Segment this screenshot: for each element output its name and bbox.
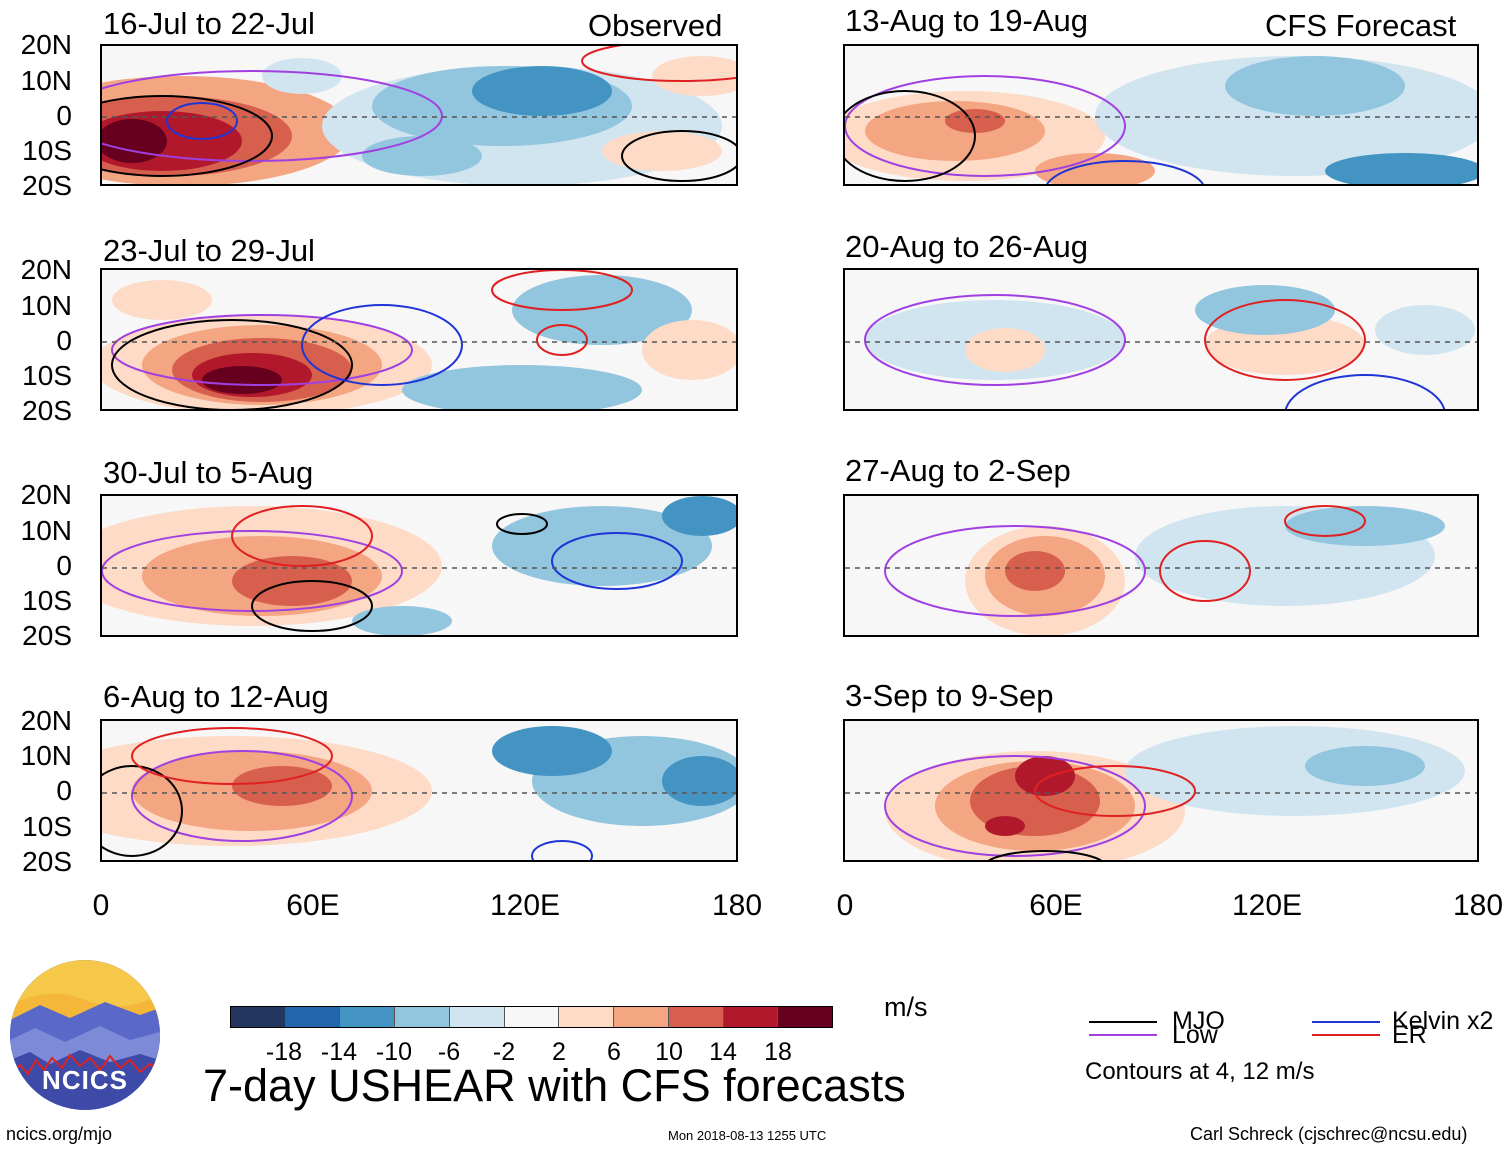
y-label: 10N (20, 515, 72, 546)
y-label: 10S (22, 360, 72, 391)
legend-label-kelvin: Kelvin x2 (1392, 1007, 1494, 1035)
colorbar-tick: 6 (607, 1038, 621, 1066)
x-label: 60E (1029, 889, 1083, 922)
colorbar-tick: -14 (320, 1038, 358, 1066)
contour-note: Contours at 4, 12 m/s (1085, 1058, 1315, 1085)
map-forecast-3 (843, 494, 1479, 637)
map-fill (845, 46, 1477, 184)
colorbar-tick: 14 (709, 1038, 737, 1066)
y-label: 20N (20, 254, 72, 285)
colorbar-swatch (340, 1007, 396, 1027)
legend-line-mjo (1089, 1021, 1157, 1023)
y-label: 0 (56, 100, 72, 131)
figure-title: 7-day USHEAR with CFS forecasts (203, 1060, 906, 1111)
y-label: 20S (22, 620, 72, 651)
legend-line-kelvin (1312, 1021, 1380, 1023)
legend-label-mjo: MJO (1172, 1007, 1225, 1035)
colorbar-swatch (559, 1007, 615, 1027)
colorbar-swatch (504, 1007, 560, 1027)
panel-title-right-1: 13-Aug to 19-Aug (845, 3, 1089, 38)
map-observed-2 (100, 268, 738, 411)
panel-title-left-2: 23-Jul to 29-Jul (103, 233, 315, 268)
map-forecast-4 (843, 719, 1479, 862)
cfs-forecast-label: CFS Forecast (1265, 8, 1457, 43)
map-fill (102, 270, 736, 409)
x-label: 120E (489, 889, 561, 922)
legend-label-low: Low (1172, 1021, 1218, 1049)
ncics-logo: NCICS (10, 960, 160, 1110)
y-label: 20S (22, 170, 72, 201)
footer-url[interactable]: ncics.org/mjo (6, 1124, 113, 1144)
legend-line-low (1089, 1034, 1157, 1036)
y-label: 0 (56, 550, 72, 581)
map-fill (845, 270, 1477, 409)
colorbar-swatch (285, 1007, 341, 1027)
y-label: 10S (22, 135, 72, 166)
y-label: 20N (20, 479, 72, 510)
colorbar-tick: -10 (375, 1038, 413, 1066)
panel-title-left-3: 30-Jul to 5-Aug (103, 455, 314, 490)
colorbar-swatch (395, 1007, 450, 1027)
colorbar-tick: -6 (437, 1038, 461, 1066)
panel-title-left-1: 16-Jul to 22-Jul (103, 6, 315, 41)
colorbar-units: m/s (884, 992, 928, 1022)
map-fill (102, 721, 736, 860)
colorbar-tick: 10 (655, 1038, 683, 1066)
x-label: 0 (92, 889, 110, 922)
map-fill (102, 496, 736, 635)
map-fill (845, 721, 1477, 860)
observed-label: Observed (588, 8, 723, 43)
x-label: 180 (1452, 889, 1504, 922)
footer-timestamp: Mon 2018-08-13 1255 UTC (668, 1128, 827, 1143)
x-label: 120E (1231, 889, 1303, 922)
y-label: 20S (22, 395, 72, 426)
colorbar-swatch (723, 1007, 779, 1027)
colorbar-tick: -18 (265, 1038, 303, 1066)
legend-line-er (1312, 1034, 1380, 1036)
panel-title-right-2: 20-Aug to 26-Aug (845, 229, 1089, 264)
colorbar-swatch (449, 1007, 505, 1027)
map-observed-3 (100, 494, 738, 637)
map-fill (845, 496, 1477, 635)
y-label: 0 (56, 775, 72, 806)
logo-text: NCICS (42, 1065, 128, 1095)
legend-label-er: ER (1392, 1021, 1427, 1049)
y-label: 20S (22, 846, 72, 877)
panel-title-right-4: 3-Sep to 9-Sep (845, 678, 1054, 713)
mountains-icon (10, 960, 160, 1110)
map-observed-4 (100, 719, 738, 862)
colorbar (230, 1006, 833, 1028)
y-label: 10N (20, 65, 72, 96)
panel-title-right-3: 27-Aug to 2-Sep (845, 453, 1071, 488)
y-label: 10N (20, 740, 72, 771)
colorbar-tick: 2 (552, 1038, 566, 1066)
colorbar-swatch (668, 1007, 724, 1027)
colorbar-swatch (231, 1007, 286, 1027)
colorbar-tick: 18 (764, 1038, 792, 1066)
footer-credit: Carl Schreck (cjschrec@ncsu.edu) (1190, 1124, 1468, 1144)
y-label: 10S (22, 811, 72, 842)
y-label: 20N (20, 29, 72, 60)
x-label: 180 (711, 889, 763, 922)
panel-title-left-4: 6-Aug to 12-Aug (103, 679, 329, 714)
y-label: 10N (20, 290, 72, 321)
y-label: 10S (22, 585, 72, 616)
colorbar-swatch (778, 1007, 833, 1027)
map-forecast-1 (843, 44, 1479, 186)
colorbar-swatch (614, 1007, 669, 1027)
map-forecast-2 (843, 268, 1479, 411)
x-label: 60E (286, 889, 340, 922)
map-observed-1 (100, 44, 738, 186)
colorbar-tick: -2 (492, 1038, 516, 1066)
x-label: 0 (836, 889, 854, 922)
y-label: 20N (20, 705, 72, 736)
map-fill (102, 46, 736, 184)
y-label: 0 (56, 325, 72, 356)
